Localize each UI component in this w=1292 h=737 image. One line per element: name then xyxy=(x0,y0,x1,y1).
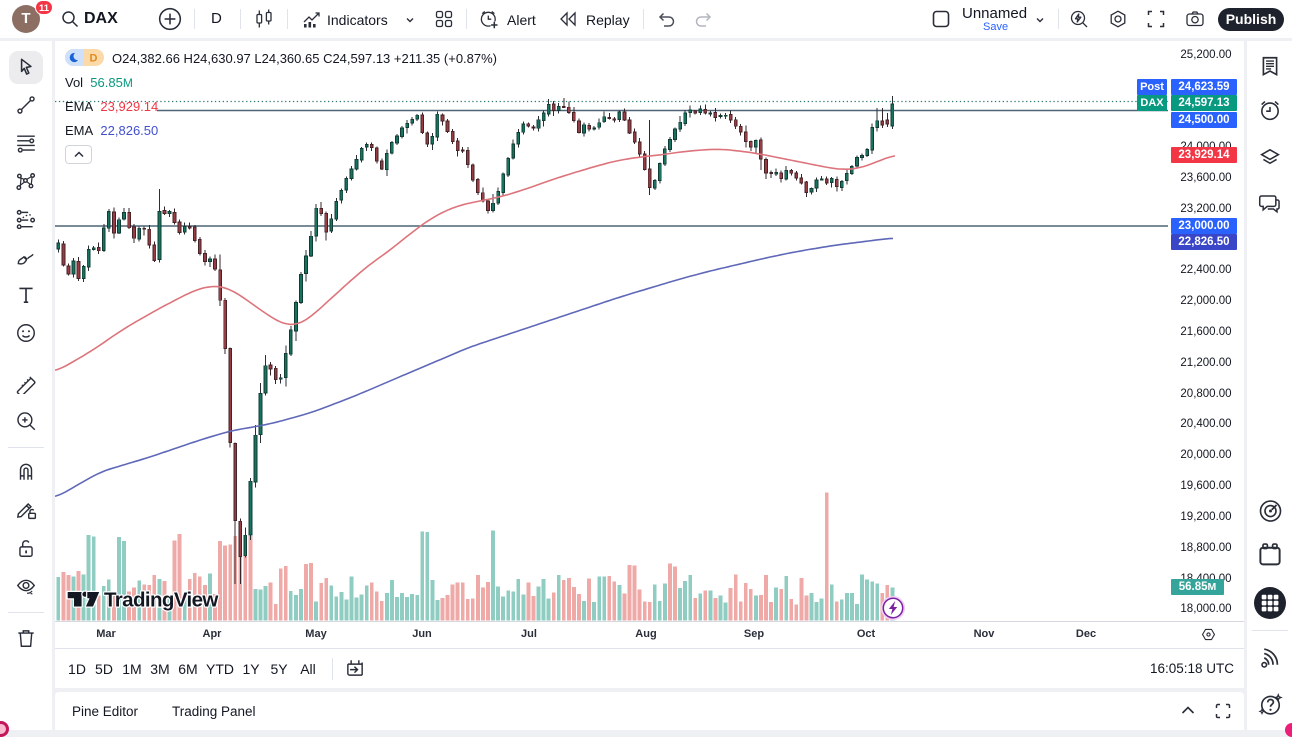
svg-text:TradingView: TradingView xyxy=(104,589,218,612)
svg-text:D: D xyxy=(90,53,98,65)
